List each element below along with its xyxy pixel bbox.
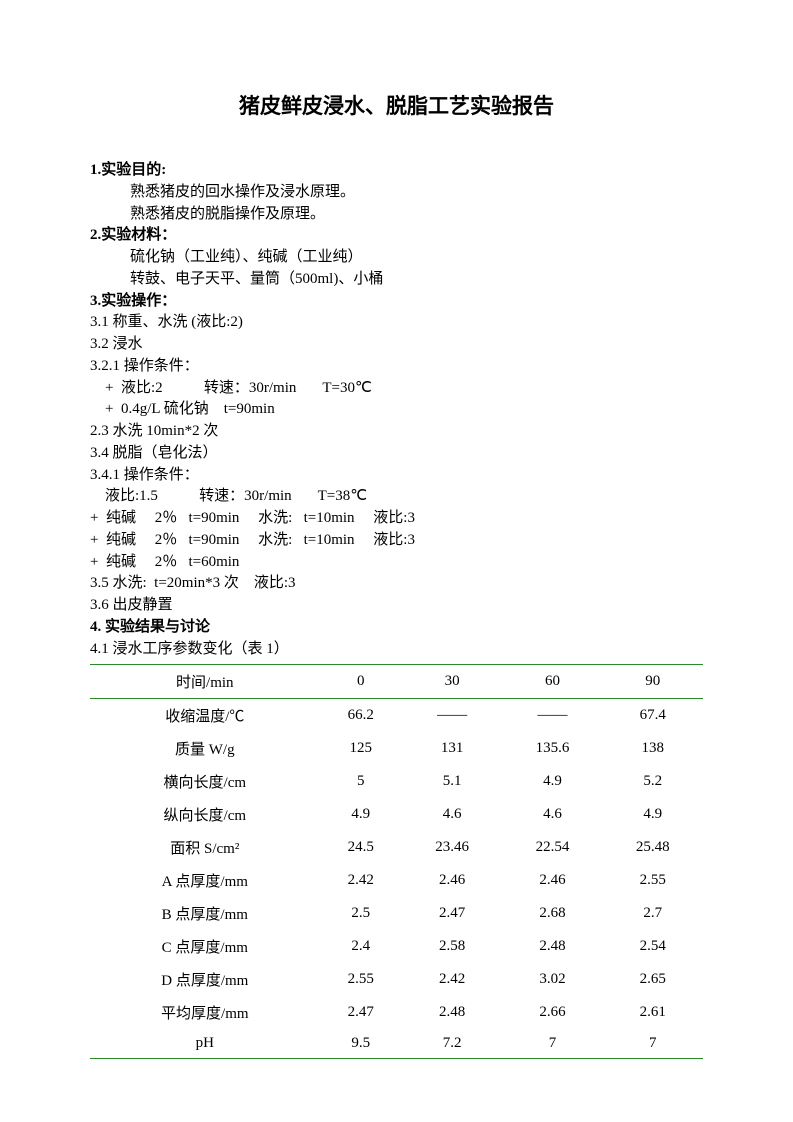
table-cell: 5.2 bbox=[603, 765, 703, 798]
table-row-label: 面积 S/cm² bbox=[90, 831, 320, 864]
section-3-2-1: 3.2.1 操作条件： bbox=[90, 356, 703, 378]
table-row-label: 横向长度/cm bbox=[90, 765, 320, 798]
table-row-label: pH bbox=[90, 1029, 320, 1059]
section-3-4: 3.4 脱脂（皂化法） bbox=[90, 443, 703, 465]
table-cell: 2.42 bbox=[320, 864, 402, 897]
table-cell: 2.4 bbox=[320, 930, 402, 963]
table-cell: 24.5 bbox=[320, 831, 402, 864]
section-3-cond-2: + 0.4g/L 硫化钠 t=90min bbox=[90, 399, 703, 421]
page: 猪皮鲜皮浸水、脱脂工艺实验报告 1.实验目的: 熟悉猪皮的回水操作及浸水原理。 … bbox=[0, 0, 793, 1122]
table-cell: 67.4 bbox=[603, 699, 703, 733]
table-row-label: 平均厚度/mm bbox=[90, 996, 320, 1029]
table-row-label: 收缩温度/℃ bbox=[90, 699, 320, 733]
table-row-label: 质量 W/g bbox=[90, 732, 320, 765]
table-row: 平均厚度/mm2.472.482.662.61 bbox=[90, 996, 703, 1029]
table-cell: —— bbox=[402, 699, 502, 733]
table-cell: 131 bbox=[402, 732, 502, 765]
section-2-heading: 2.实验材料： bbox=[90, 225, 703, 247]
section-3-cond-4: + 纯碱 2％ t=90min 水洗: t=10min 液比:3 bbox=[90, 508, 703, 530]
table-cell: 4.6 bbox=[502, 798, 602, 831]
table-header-cell: 0 bbox=[320, 665, 402, 699]
table-header-cell: 时间/min bbox=[90, 665, 320, 699]
table-cell: 4.6 bbox=[402, 798, 502, 831]
table-cell: 135.6 bbox=[502, 732, 602, 765]
table-cell: 2.61 bbox=[603, 996, 703, 1029]
table-row: A 点厚度/mm2.422.462.462.55 bbox=[90, 864, 703, 897]
table-cell: 2.66 bbox=[502, 996, 602, 1029]
table-header-cell: 30 bbox=[402, 665, 502, 699]
section-4-1: 4.1 浸水工序参数变化（表 1） bbox=[90, 639, 703, 661]
table-cell: 2.47 bbox=[320, 996, 402, 1029]
table-cell: 2.55 bbox=[603, 864, 703, 897]
section-3-cond-1: + 液比:2 转速：30r/min T=30℃ bbox=[90, 378, 703, 400]
table-cell: 2.54 bbox=[603, 930, 703, 963]
table-row: B 点厚度/mm2.52.472.682.7 bbox=[90, 897, 703, 930]
section-1-heading: 1.实验目的: bbox=[90, 160, 703, 182]
table-cell: 7.2 bbox=[402, 1029, 502, 1059]
section-2-line-1: 硫化钠（工业纯）、纯碱（工业纯） bbox=[90, 247, 703, 269]
data-table: 时间/min 0 30 60 90 收缩温度/℃66.2————67.4质量 W… bbox=[90, 664, 703, 1059]
table-cell: 2.68 bbox=[502, 897, 602, 930]
table-cell: 2.42 bbox=[402, 963, 502, 996]
section-3-2: 3.2 浸水 bbox=[90, 334, 703, 356]
section-3-cond-5: + 纯碱 2％ t=90min 水洗: t=10min 液比:3 bbox=[90, 530, 703, 552]
table-row: C 点厚度/mm2.42.582.482.54 bbox=[90, 930, 703, 963]
table-header-row: 时间/min 0 30 60 90 bbox=[90, 665, 703, 699]
table-cell: 125 bbox=[320, 732, 402, 765]
section-3-6: 3.6 出皮静置 bbox=[90, 595, 703, 617]
section-2-line-2: 转鼓、电子天平、量筒（500ml)、小桶 bbox=[90, 269, 703, 291]
table-cell: 4.9 bbox=[502, 765, 602, 798]
table-cell: 7 bbox=[603, 1029, 703, 1059]
section-1-line-2: 熟悉猪皮的脱脂操作及原理。 bbox=[90, 204, 703, 226]
table-cell: 66.2 bbox=[320, 699, 402, 733]
table-row: 横向长度/cm55.14.95.2 bbox=[90, 765, 703, 798]
table-cell: 2.5 bbox=[320, 897, 402, 930]
section-3-1: 3.1 称重、水洗 (液比:2) bbox=[90, 312, 703, 334]
section-3-4-1: 3.4.1 操作条件： bbox=[90, 465, 703, 487]
table-cell: 22.54 bbox=[502, 831, 602, 864]
table-cell: 3.02 bbox=[502, 963, 602, 996]
table-cell: 2.48 bbox=[402, 996, 502, 1029]
section-4-heading: 4. 实验结果与讨论 bbox=[90, 617, 703, 639]
table-row: D 点厚度/mm2.552.423.022.65 bbox=[90, 963, 703, 996]
table-row-label: 纵向长度/cm bbox=[90, 798, 320, 831]
table-cell: 2.46 bbox=[502, 864, 602, 897]
table-cell: 2.7 bbox=[603, 897, 703, 930]
table-row-label: C 点厚度/mm bbox=[90, 930, 320, 963]
section-3-cond-6: + 纯碱 2％ t=60min bbox=[90, 552, 703, 574]
table-cell: 2.58 bbox=[402, 930, 502, 963]
table-row: pH9.57.277 bbox=[90, 1029, 703, 1059]
section-2-3: 2.3 水洗 10min*2 次 bbox=[90, 421, 703, 443]
table-cell: 4.9 bbox=[603, 798, 703, 831]
table-header-cell: 90 bbox=[603, 665, 703, 699]
table-row: 纵向长度/cm4.94.64.64.9 bbox=[90, 798, 703, 831]
document-title: 猪皮鲜皮浸水、脱脂工艺实验报告 bbox=[90, 90, 703, 120]
table-cell: 2.65 bbox=[603, 963, 703, 996]
table-row: 质量 W/g125131135.6138 bbox=[90, 732, 703, 765]
table-cell: 4.9 bbox=[320, 798, 402, 831]
section-1-line-1: 熟悉猪皮的回水操作及浸水原理。 bbox=[90, 182, 703, 204]
table-cell: 25.48 bbox=[603, 831, 703, 864]
table-row: 面积 S/cm²24.523.4622.5425.48 bbox=[90, 831, 703, 864]
table-row: 收缩温度/℃66.2————67.4 bbox=[90, 699, 703, 733]
table-cell: 2.47 bbox=[402, 897, 502, 930]
table-cell: 2.55 bbox=[320, 963, 402, 996]
table-cell: 2.46 bbox=[402, 864, 502, 897]
table-cell: 9.5 bbox=[320, 1029, 402, 1059]
table-cell: 23.46 bbox=[402, 831, 502, 864]
table-row-label: D 点厚度/mm bbox=[90, 963, 320, 996]
section-3-5: 3.5 水洗: t=20min*3 次 液比:3 bbox=[90, 573, 703, 595]
table-cell: 7 bbox=[502, 1029, 602, 1059]
table-cell: 5 bbox=[320, 765, 402, 798]
table-cell: —— bbox=[502, 699, 602, 733]
table-cell: 138 bbox=[603, 732, 703, 765]
table-cell: 2.48 bbox=[502, 930, 602, 963]
table-row-label: B 点厚度/mm bbox=[90, 897, 320, 930]
table-cell: 5.1 bbox=[402, 765, 502, 798]
table-row-label: A 点厚度/mm bbox=[90, 864, 320, 897]
table-header-cell: 60 bbox=[502, 665, 602, 699]
section-3-cond-3: 液比:1.5 转速：30r/min T=38℃ bbox=[90, 486, 703, 508]
section-3-heading: 3.实验操作： bbox=[90, 291, 703, 313]
